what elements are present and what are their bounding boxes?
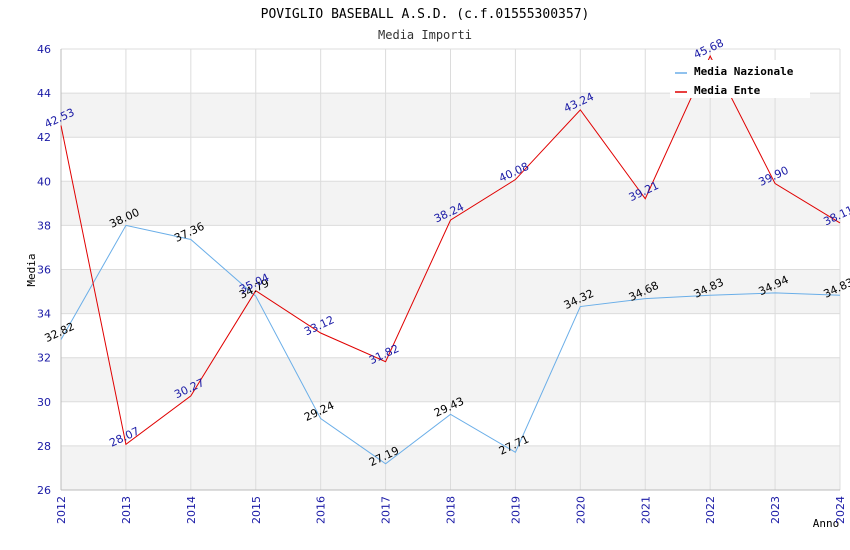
legend-label-nazionale: Media Nazionale <box>694 65 794 78</box>
y-axis-label: Media <box>25 253 38 286</box>
x-tick-label: 2016 <box>315 496 328 524</box>
chart-title: POVIGLIO BASEBALL A.S.D. (c.f.0155530035… <box>261 7 590 22</box>
series-line-nazionale <box>60 224 841 465</box>
grid-lines <box>60 48 841 491</box>
legend: Media Nazionale Media Ente <box>670 60 810 98</box>
y-tick-label: 28 <box>37 440 51 453</box>
x-tick-label: 2015 <box>250 496 263 524</box>
x-tick-label: 2018 <box>445 496 458 524</box>
series-lines <box>60 54 841 465</box>
x-axis-label: Anno <box>813 517 840 530</box>
y-tick-label: 46 <box>37 43 51 56</box>
y-tick-label: 32 <box>37 352 51 365</box>
x-tick-label: 2013 <box>120 496 133 524</box>
x-tick-label: 2014 <box>185 496 198 524</box>
y-tick-label: 30 <box>37 396 51 409</box>
x-tick-label: 2017 <box>380 496 393 524</box>
x-tick-label: 2022 <box>704 496 717 524</box>
x-tick-label: 2012 <box>55 496 68 524</box>
x-tick-label: 2020 <box>574 496 587 524</box>
y-tick-label: 38 <box>37 219 51 232</box>
series-line-ente <box>60 54 841 446</box>
legend-label-ente: Media Ente <box>694 84 761 97</box>
chart-subtitle: Media Importi <box>378 28 472 42</box>
y-tick-label: 40 <box>37 175 51 188</box>
x-tick-label: 2023 <box>769 496 782 524</box>
x-tick-label: 2019 <box>509 496 522 524</box>
y-tick-label: 42 <box>37 131 51 144</box>
y-tick-label: 36 <box>37 264 51 277</box>
y-tick-labels: 26 28 30 32 34 36 38 40 42 44 46 <box>37 43 51 497</box>
y-tick-label: 26 <box>37 484 51 497</box>
x-tick-labels: 2012 2013 2014 2015 2016 2017 2018 2019 2020 2021… <box>55 496 847 524</box>
x-tick-label: 2024 <box>834 496 847 524</box>
legend-box <box>670 60 810 98</box>
y-tick-label: 34 <box>37 308 51 321</box>
x-tick-label: 2021 <box>639 496 652 524</box>
y-tick-label: 44 <box>37 87 51 100</box>
